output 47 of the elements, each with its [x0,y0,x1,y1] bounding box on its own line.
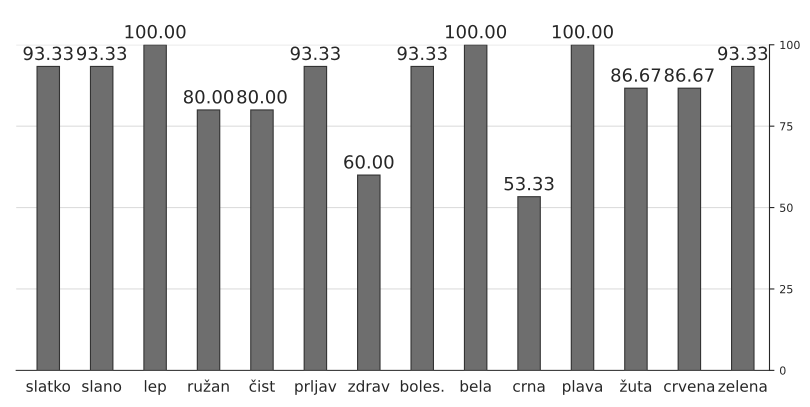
y-tick-label: 100 [780,40,800,50]
data-label: 93.33 [398,46,447,60]
data-label: 93.33 [76,46,126,60]
x-tick-label: plava [563,380,602,395]
data-label: 53.33 [504,176,554,190]
data-label: 100.00 [552,24,613,38]
data-label: 93.33 [290,46,340,60]
data-label: 93.33 [718,46,768,60]
y-tick-label: 75 [780,122,792,131]
bar [678,88,702,370]
bar [90,66,114,370]
bar [250,109,274,370]
data-label: 80.00 [184,90,234,104]
x-tick-label: zdrav [348,380,390,392]
data-label: 93.33 [24,46,73,60]
x-tick-label: prljav [295,380,336,395]
bar [196,109,220,370]
bar [731,66,755,370]
x-tick-label: slatko [26,380,70,392]
bar [36,66,60,370]
bar [624,88,648,370]
y-tick-label: 50 [780,204,793,212]
data-label: 86.67 [664,68,714,82]
x-tick-label: slano [82,380,122,392]
x-tick-label: bela [460,380,491,392]
bar [304,66,328,370]
x-tick-label: ružan [188,379,229,392]
bar [570,44,594,370]
data-label: 60.00 [344,155,394,169]
bar [464,44,488,370]
data-label: 80.00 [237,90,287,104]
bar [357,174,381,370]
bar [410,66,434,370]
y-tick-label: 25 [780,284,792,294]
x-tick-label: crvena [664,383,714,392]
data-label: 86.67 [611,68,660,82]
data-label: 100.00 [126,24,186,38]
bar [517,196,541,370]
y-tick-label: 0 [780,366,786,375]
data-label: 100.00 [446,24,506,38]
x-tick-label: žuta [620,379,652,392]
x-tick-label: čist [250,379,275,392]
x-tick-label: zelena [718,380,766,392]
bar [143,44,167,370]
x-tick-label: boles. [400,380,444,392]
x-tick-label: crna [513,383,544,392]
x-tick-label: lep [144,380,166,395]
